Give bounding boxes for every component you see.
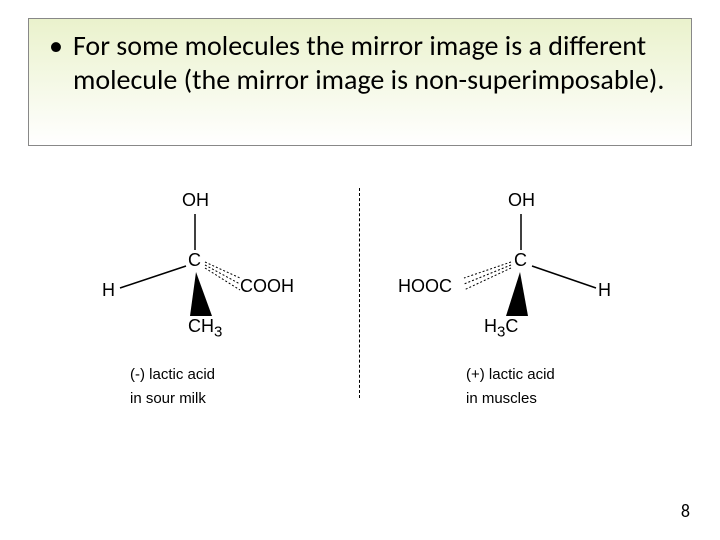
right-caption-2: in muscles	[466, 390, 537, 407]
left-caption-2: in sour milk	[130, 390, 206, 407]
bullet-row: • For some molecules the mirror image is…	[49, 29, 675, 96]
page-number: 8	[681, 500, 690, 522]
bullet-text-box: • For some molecules the mirror image is…	[28, 18, 692, 146]
right-bonds	[360, 188, 620, 368]
molecule-diagram: OH C H COOH CH3 (-) lactic acid in sour …	[100, 188, 620, 448]
left-bonds	[100, 188, 360, 368]
bullet-glyph: •	[49, 29, 63, 63]
bullet-text: For some molecules the mirror image is a…	[73, 29, 675, 96]
right-caption-1: (+) lactic acid	[466, 366, 555, 383]
left-caption-1: (-) lactic acid	[130, 366, 215, 383]
